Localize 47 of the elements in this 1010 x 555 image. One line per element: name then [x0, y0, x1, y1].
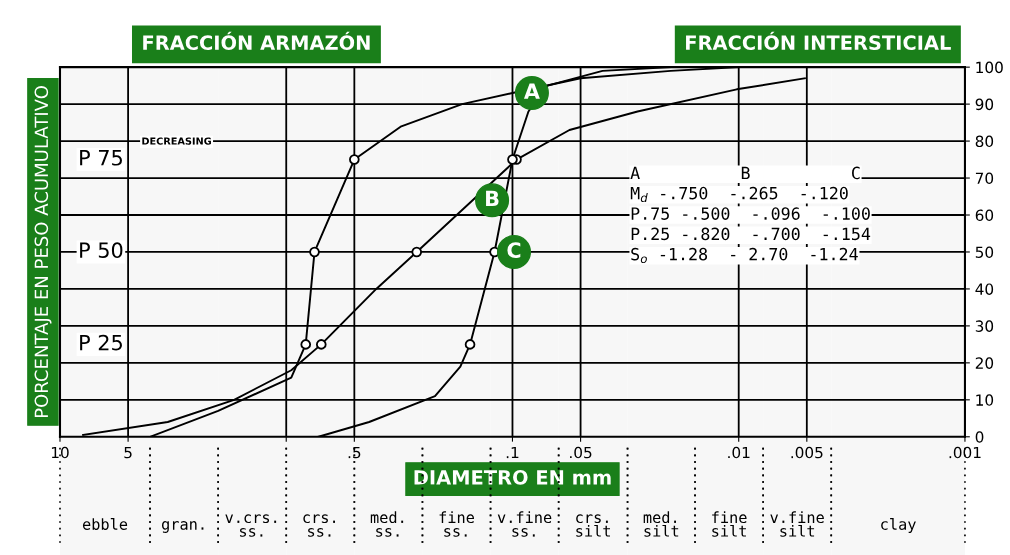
annotation: S$_{o}$ -1.28 - 2.70 -1.24 [631, 247, 858, 264]
y-tick-label: 100 [976, 61, 1003, 74]
band-label: v.fine ss. [497, 511, 552, 537]
y-axis-title: PORCENTAJE EN PESO ACUMULATIVO [34, 86, 52, 418]
band-label: fine ss. [439, 511, 474, 537]
x-tick-label: .001 [949, 446, 981, 459]
y-tick-label: 20 [975, 357, 994, 369]
annotation: P 25 [80, 334, 122, 351]
annotation: P 75 [80, 150, 122, 166]
y-tick-label: 40 [975, 283, 994, 295]
band-label: gran. [162, 521, 204, 533]
series-label: A [523, 83, 540, 99]
band-label: crs. silt [576, 514, 610, 537]
y-tick-label: 0 [975, 431, 984, 443]
text: FRACCIÓN ARMAZÓN [143, 31, 370, 51]
x-tick-label: .5 [348, 446, 361, 459]
x-tick-label: .05 [570, 446, 592, 459]
annotation: P.75 -.500 -.096 -.100 [631, 207, 870, 220]
annotation: DECREASING [142, 137, 211, 145]
x-tick-label: .01 [728, 446, 750, 459]
x-tick-label: 10 [51, 446, 69, 459]
y-tick-label: 10 [976, 394, 994, 406]
y-tick-label: 80 [975, 135, 994, 148]
x-tick-label: .005 [791, 446, 823, 459]
x-tick-label: .1 [506, 446, 519, 459]
y-tick-label: 60 [975, 209, 994, 222]
y-tick-label: 70 [975, 172, 994, 185]
x-axis-title: DIAMETRO EN mm [414, 469, 611, 485]
band-label: med. ss. [370, 511, 404, 537]
annotation: P.25 -.820 -.700 -.154 [631, 227, 871, 241]
band-label: v.fine silt [770, 511, 824, 537]
annotation: A B C [630, 166, 860, 180]
y-tick-label: 30 [975, 320, 994, 332]
annotation: M$_{d}$ -.750 -.265 -.120 [630, 186, 848, 203]
y-tick-label: 50 [975, 246, 994, 258]
band-label: fine silt [712, 511, 747, 537]
band-label: ebble [82, 518, 128, 530]
annotation: P 50 [80, 242, 123, 259]
band-label: med. silt [643, 511, 679, 537]
band-label: v.crs. ss. [225, 514, 277, 537]
band-label: crs. ss. [303, 514, 336, 537]
series-label: C [507, 242, 521, 259]
band-label: clay [881, 518, 916, 533]
series-label: B [486, 190, 499, 206]
text: FRACCIÓN INTERSTICIAL [686, 31, 951, 51]
x-tick-label: 5 [124, 446, 132, 459]
y-tick-label: 90 [975, 98, 994, 111]
